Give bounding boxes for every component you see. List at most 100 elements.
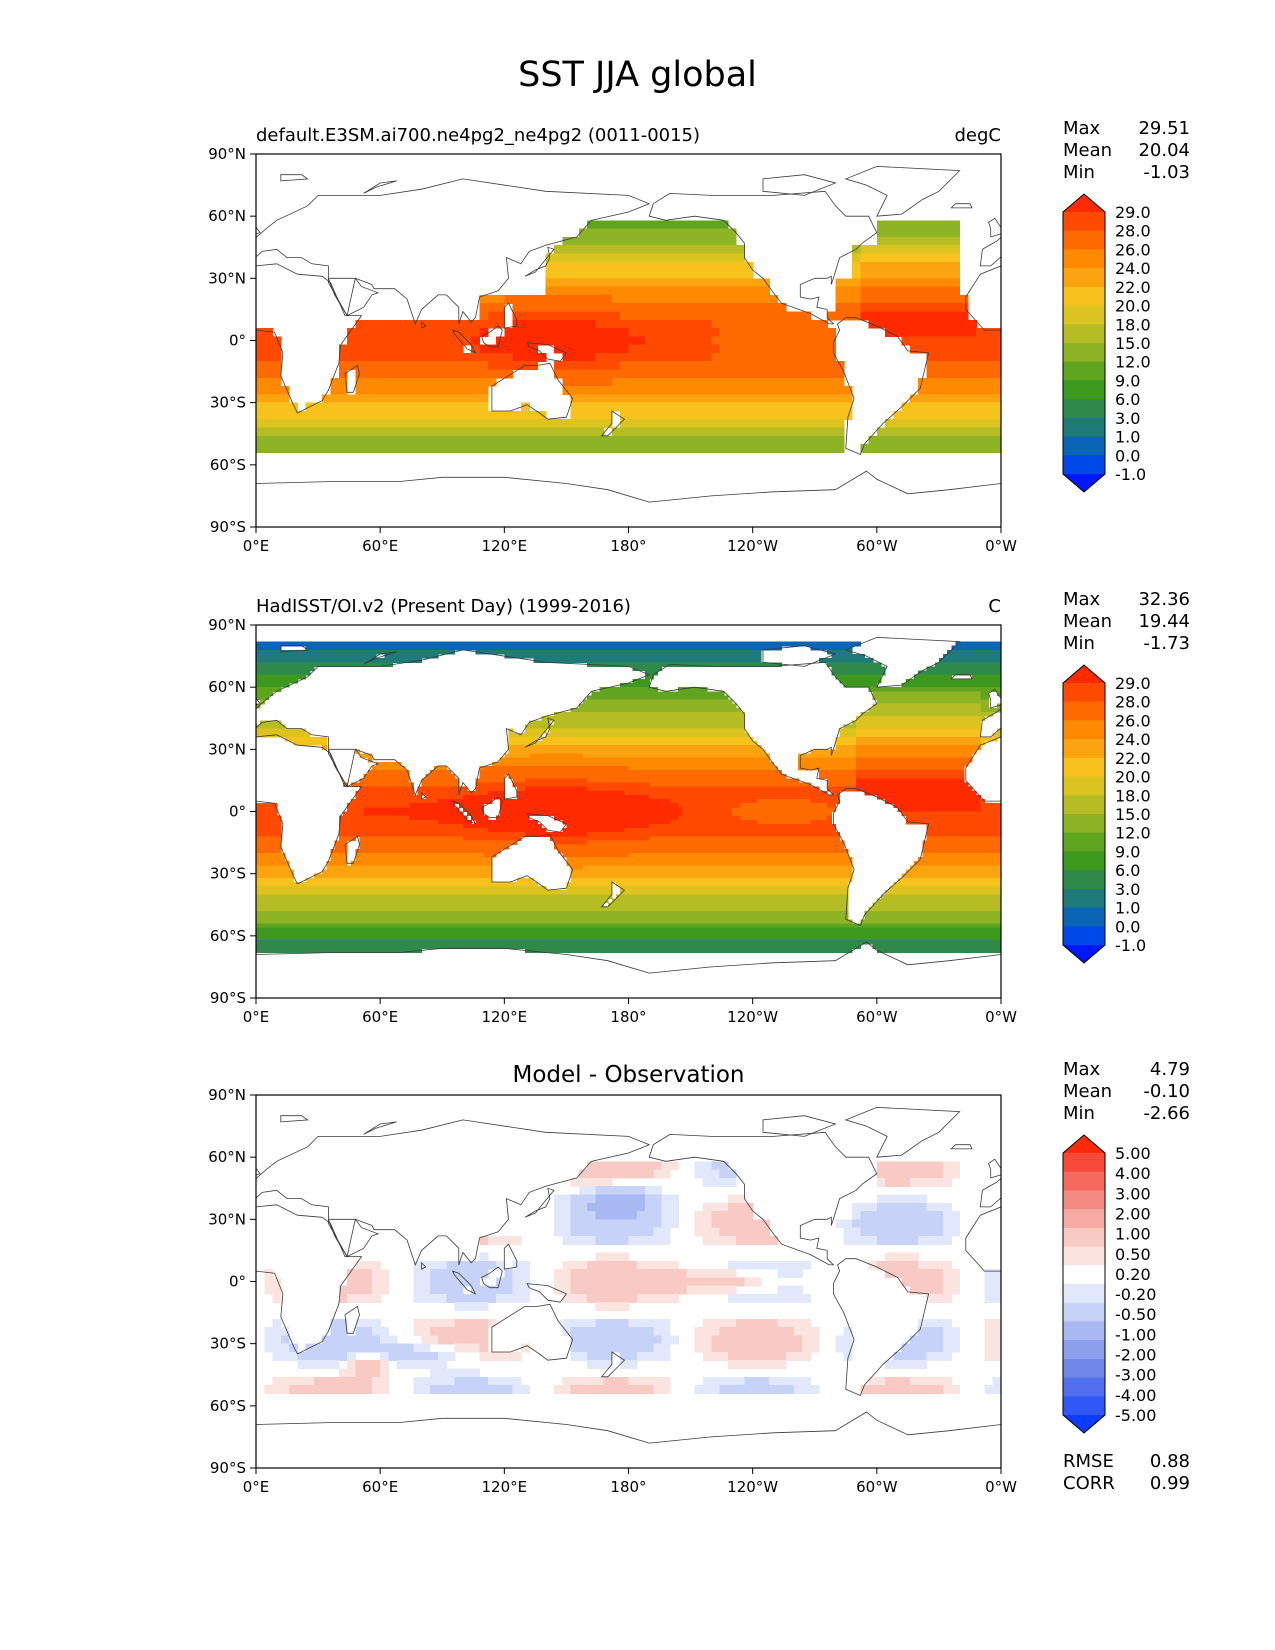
field-cell	[856, 770, 861, 775]
field-cell	[355, 654, 360, 659]
field-cell	[512, 444, 522, 453]
field-cell	[264, 658, 269, 663]
field-cell	[669, 728, 675, 734]
field-cell	[516, 736, 522, 742]
field-cell	[359, 778, 365, 783]
field-cell	[802, 444, 812, 453]
field-cell	[661, 699, 667, 705]
field-cell	[558, 720, 563, 725]
field-cell	[698, 720, 704, 725]
field-cell	[280, 724, 286, 730]
field-cell	[256, 444, 265, 453]
field-cell	[810, 369, 820, 379]
field-cell	[984, 328, 994, 337]
field-cell	[508, 770, 514, 775]
field-cell	[794, 386, 803, 395]
field-cell	[289, 411, 298, 420]
field-cell	[723, 728, 729, 734]
field-cell	[972, 674, 977, 680]
field-cell	[421, 386, 431, 395]
field-cell	[926, 419, 936, 429]
field-cell	[545, 724, 551, 730]
field-cell	[794, 411, 803, 420]
field-cell	[657, 749, 663, 754]
field-cell	[512, 311, 522, 321]
field-cell	[483, 770, 489, 775]
field-cell	[934, 377, 944, 387]
field-cell	[703, 724, 708, 730]
field-cell	[636, 286, 646, 296]
field-cell	[566, 645, 572, 651]
field-cell	[827, 336, 837, 346]
field-cell	[727, 761, 733, 767]
field-cell	[736, 303, 745, 313]
field-cell	[289, 435, 298, 445]
field-cell	[392, 778, 398, 783]
field-cell	[707, 757, 712, 763]
field-cell	[711, 770, 716, 775]
field-cell	[591, 741, 596, 746]
field-cell	[694, 695, 700, 701]
field-cell	[661, 703, 667, 709]
field-cell	[268, 662, 274, 667]
field-cell	[396, 761, 402, 767]
field-cell	[976, 658, 981, 663]
field-cell	[533, 641, 538, 647]
field-cell	[409, 658, 414, 663]
field-cell	[616, 753, 621, 759]
field-cell	[926, 765, 932, 771]
field-cell	[744, 770, 750, 775]
field-cell	[926, 707, 932, 713]
field-cell	[462, 369, 472, 379]
field-cell	[367, 753, 373, 759]
field-cell	[736, 662, 741, 667]
field-cell	[711, 228, 721, 238]
field-cell	[371, 344, 381, 354]
field-cell	[707, 761, 712, 767]
field-cell	[653, 741, 658, 746]
field-cell	[611, 757, 617, 763]
field-cell	[682, 741, 687, 746]
field-cell	[674, 695, 679, 701]
field-cell	[587, 761, 592, 767]
field-cell	[852, 245, 861, 255]
field-cell	[640, 658, 646, 663]
field-cell	[711, 728, 716, 734]
field-cell	[727, 253, 737, 263]
field-cell	[628, 352, 638, 362]
field-cell	[496, 294, 505, 304]
field-cell	[835, 444, 845, 453]
field-cell	[607, 736, 613, 742]
field-cell	[645, 703, 650, 709]
field-cell	[653, 435, 663, 445]
field-cell	[438, 319, 447, 329]
field-cell	[674, 749, 679, 754]
field-cell	[363, 361, 373, 371]
field-cell	[885, 749, 890, 754]
field-cell	[934, 336, 944, 346]
field-cell	[686, 699, 692, 705]
field-cell	[814, 761, 820, 767]
field-cell	[669, 707, 675, 713]
field-cell	[678, 377, 688, 387]
field-cell	[607, 649, 613, 655]
field-cell	[756, 749, 762, 754]
field-cell	[794, 328, 803, 337]
field-cell	[852, 253, 861, 263]
field-cell	[930, 732, 936, 738]
field-cell	[661, 707, 667, 713]
field-cell	[719, 703, 725, 709]
field-cell	[363, 419, 373, 429]
field-cell	[574, 778, 580, 783]
field-cell	[682, 712, 687, 717]
field-cell	[520, 411, 530, 420]
field-cell	[744, 649, 750, 655]
field-cell	[914, 774, 919, 779]
field-cell	[777, 419, 787, 429]
field-cell	[959, 649, 965, 655]
field-cell	[599, 691, 605, 696]
field-cell	[703, 761, 708, 767]
field-cell	[256, 691, 261, 696]
field-cell	[967, 645, 973, 651]
field-cell	[636, 778, 642, 783]
